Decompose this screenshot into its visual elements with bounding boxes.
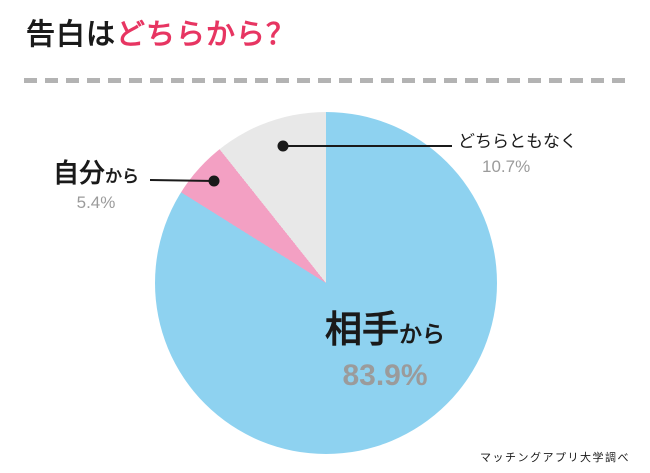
label-dochira: どちらともなく 10.7% xyxy=(458,131,628,178)
title-black-part: 告白は xyxy=(26,19,117,51)
label-aite-pct: 83.9% xyxy=(342,359,428,393)
label-aite-main: 相手 xyxy=(325,309,399,350)
label-dochira-text: どちらともなく xyxy=(458,132,577,151)
title-pink-part: どちらから？ xyxy=(116,19,297,51)
label-jibun-main: 自分 xyxy=(52,158,105,188)
label-dochira-pct: 10.7% xyxy=(482,157,531,177)
label-jibun: 自分から 5.4% xyxy=(40,158,152,214)
label-jibun-suffix: から xyxy=(105,167,139,186)
label-aite: 相手から 83.9% xyxy=(275,308,495,394)
source-credit: マッチングアプリ大学調べ xyxy=(480,452,630,464)
label-jibun-pct: 5.4% xyxy=(76,193,116,213)
dashed-divider xyxy=(24,78,626,83)
pie xyxy=(155,112,497,454)
page-title: 告白はどちらから？ xyxy=(26,18,296,53)
label-aite-suffix: から xyxy=(399,321,445,347)
